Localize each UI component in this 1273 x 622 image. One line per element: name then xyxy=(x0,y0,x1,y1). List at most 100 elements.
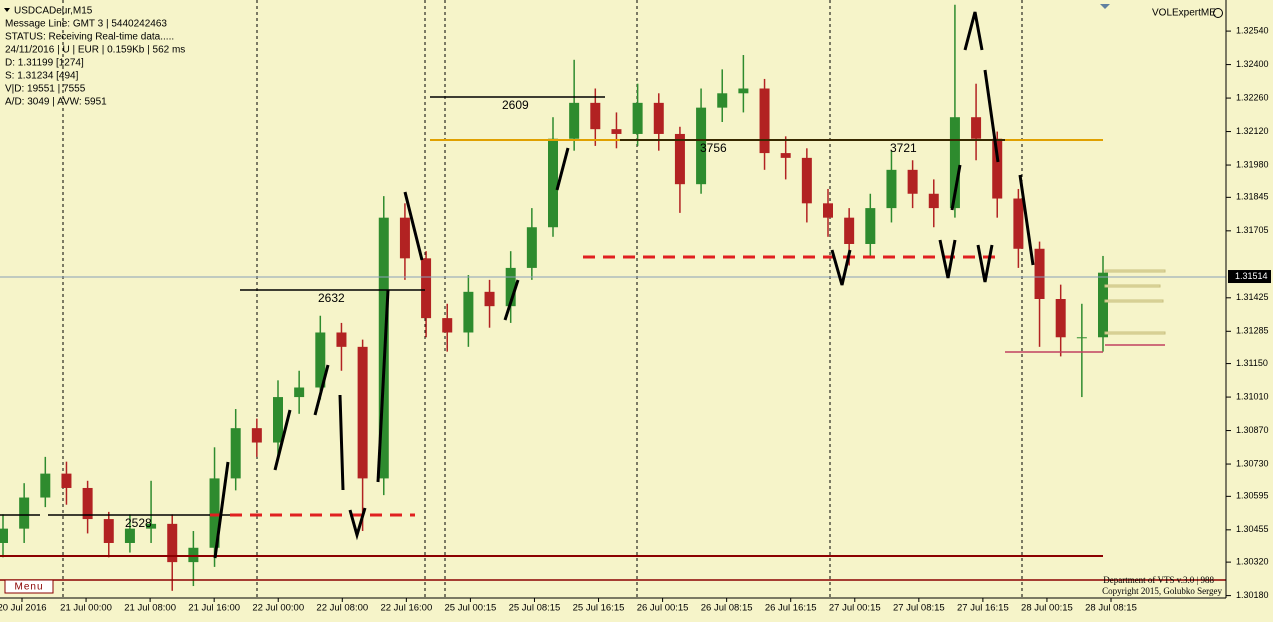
candle-body xyxy=(1076,337,1087,339)
candle-body xyxy=(463,291,474,333)
x-tick-label: 22 Jul 00:00 xyxy=(252,603,304,614)
candle-body xyxy=(611,129,622,134)
candle-body xyxy=(992,138,1003,199)
candle-body xyxy=(399,217,410,259)
annotation: 2632 xyxy=(318,291,345,305)
candle-body xyxy=(294,387,305,398)
x-tick-label: 28 Jul 08:15 xyxy=(1085,603,1137,614)
candle-body xyxy=(315,332,326,388)
x-tick-label: 26 Jul 00:15 xyxy=(637,603,689,614)
candle-body xyxy=(801,157,812,204)
candle-body xyxy=(1013,198,1024,249)
x-tick-label: 21 Jul 00:00 xyxy=(60,603,112,614)
candle-body xyxy=(273,397,283,443)
x-tick-label: 21 Jul 08:00 xyxy=(124,603,176,614)
candle-body xyxy=(82,487,93,520)
y-tick-label: 1.30595 xyxy=(1236,491,1269,501)
y-tick-label: 1.31705 xyxy=(1236,225,1269,235)
candle-body xyxy=(1098,272,1108,338)
candle-body xyxy=(759,88,770,154)
y-tick-label: 1.31845 xyxy=(1236,192,1269,202)
y-tick-label: 1.32120 xyxy=(1236,126,1269,136)
indicator-icon[interactable] xyxy=(1213,8,1223,18)
candle-body xyxy=(146,523,157,529)
y-tick-label: 1.31285 xyxy=(1236,326,1269,336)
y-tick-label: 1.31010 xyxy=(1236,391,1269,401)
info-line: S: 1.31234 [494] xyxy=(5,71,79,82)
info-line: D: 1.31199 [1274] xyxy=(5,58,84,69)
info-lines: Message Line: GMT 3 | 5440242463 STATUS: … xyxy=(5,19,185,108)
separators xyxy=(62,0,1023,598)
candle-body xyxy=(209,478,220,548)
candle-body xyxy=(590,102,601,130)
x-tick-label: 26 Jul 16:15 xyxy=(765,603,817,614)
annotation: 3721 xyxy=(890,141,917,155)
candle-body xyxy=(928,193,939,209)
last-price: 1.31514 xyxy=(1235,271,1268,281)
info-line: STATUS: Receiving Real-time data..... xyxy=(5,32,174,43)
candle-body xyxy=(124,528,135,543)
candle-body xyxy=(188,547,199,563)
y-tick-label: 1.30455 xyxy=(1236,524,1269,534)
x-tick-label: 27 Jul 08:15 xyxy=(893,603,945,614)
info-line: 24/11/2016 | U | EUR | 0.159Kb | 562 ms xyxy=(5,45,185,56)
candle-body xyxy=(949,117,960,209)
candle-body xyxy=(653,102,664,134)
footer-line: Department of VTS v.3.0 | 988 xyxy=(1103,575,1214,585)
y-axis-ticks: 1.32540 1.32400 1.32260 1.32120 1.31980 1.318… xyxy=(1226,25,1269,600)
candle-body xyxy=(505,267,516,307)
candle-body xyxy=(865,208,876,244)
x-tick-label: 26 Jul 08:15 xyxy=(701,603,753,614)
y-tick-label: 1.30730 xyxy=(1236,458,1269,468)
candle-body xyxy=(0,528,8,543)
candle-body xyxy=(674,133,685,185)
symbol-title: USDCADeur,M15 xyxy=(14,6,93,17)
y-tick-label: 1.30870 xyxy=(1236,425,1269,435)
x-tick-label: 22 Jul 08:00 xyxy=(316,603,368,614)
info-line: V|D: 19551 | 7555 xyxy=(5,84,86,95)
candle-body xyxy=(569,102,580,139)
x-axis-ticks: 20 Jul 2016 21 Jul 00:00 21 Jul 08:00 21 Ju… xyxy=(0,598,1137,614)
shift-marker xyxy=(1100,4,1110,9)
candle-body xyxy=(844,217,855,244)
last-price-box xyxy=(1228,270,1271,284)
menu-label[interactable]: Menu xyxy=(14,582,43,593)
x-tick-label: 25 Jul 00:15 xyxy=(445,603,497,614)
candle-body xyxy=(167,523,178,563)
y-tick-label: 1.30320 xyxy=(1236,556,1269,566)
candle-body xyxy=(907,169,918,194)
annotation: 2609 xyxy=(502,98,529,112)
drawings xyxy=(0,11,1226,581)
candle-body xyxy=(230,428,241,479)
y-tick-label: 1.31425 xyxy=(1236,292,1269,302)
candle-body xyxy=(484,291,495,307)
candle-body xyxy=(632,102,643,134)
annotation: 2528 xyxy=(125,516,152,530)
y-tick-label: 1.32260 xyxy=(1236,92,1269,102)
candle-body xyxy=(526,227,537,268)
info-line: A/D: 3049 | AVW: 5951 xyxy=(5,97,107,108)
candle-body xyxy=(1034,248,1045,299)
menu-button[interactable] xyxy=(4,579,54,594)
candle-body xyxy=(823,203,833,218)
x-tick-label: 25 Jul 08:15 xyxy=(509,603,561,614)
candle-body xyxy=(696,107,707,185)
x-tick-label: 27 Jul 00:15 xyxy=(829,603,881,614)
y-tick-label: 1.31980 xyxy=(1236,159,1269,169)
candle-body xyxy=(40,473,51,498)
candle-body xyxy=(421,258,432,319)
collapse-icon[interactable] xyxy=(4,8,10,12)
candle-body xyxy=(780,153,791,158)
candle-body xyxy=(251,428,262,443)
x-tick-label: 20 Jul 2016 xyxy=(0,603,47,614)
candle-body xyxy=(548,138,558,228)
info-line: Message Line: GMT 3 | 5440242463 xyxy=(5,19,167,30)
candle-body xyxy=(442,318,453,333)
candle-body xyxy=(886,169,897,209)
y-tick-label: 1.32540 xyxy=(1236,25,1269,35)
y-tick-label: 1.31150 xyxy=(1236,358,1268,368)
footer-line: Copyright 2015, Golubko Sergey xyxy=(1102,586,1222,596)
x-tick-label: 27 Jul 16:15 xyxy=(957,603,1009,614)
candle-body xyxy=(103,519,114,543)
